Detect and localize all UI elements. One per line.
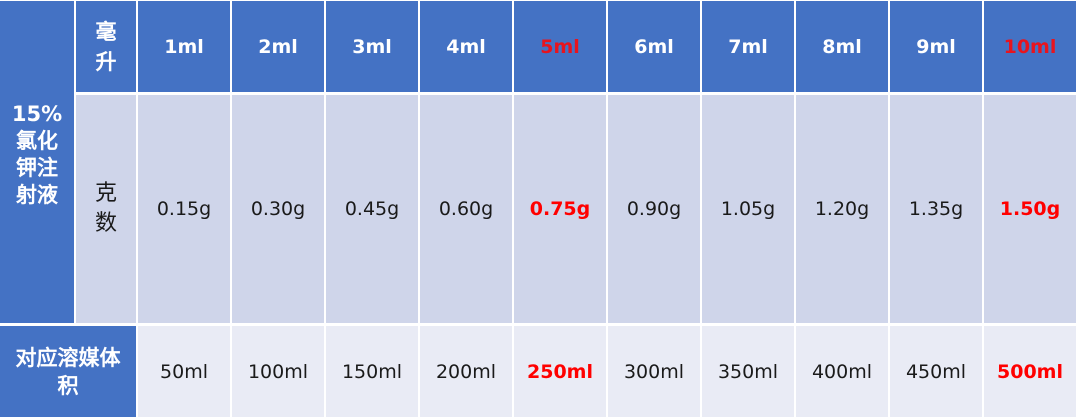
grams-cell: 0.90g — [608, 95, 700, 323]
header-unit-cell: 毫升 — [76, 1, 136, 92]
header-unit-label: 毫升 — [95, 19, 117, 74]
solvent-label-cell: 对应溶媒体积 — [0, 326, 136, 417]
header-ml-cell: 9ml — [890, 1, 982, 92]
header-ml-cell: 6ml — [608, 1, 700, 92]
header-ml-cell: 1ml — [138, 1, 230, 92]
solvent-cell: 450ml — [890, 326, 982, 417]
header-ml-cell: 4ml — [420, 1, 512, 92]
row-group-label: 15%氯化钾注射液 — [11, 102, 63, 207]
grams-cell: 0.75g — [514, 95, 606, 323]
grams-cell: 1.05g — [702, 95, 794, 323]
solvent-cell: 400ml — [796, 326, 888, 417]
solvent-cell: 300ml — [608, 326, 700, 417]
grams-label-cell: 克数 — [76, 95, 136, 323]
grams-cell: 0.15g — [138, 95, 230, 323]
grams-label: 克数 — [94, 181, 117, 236]
solvent-cell: 250ml — [514, 326, 606, 417]
grams-cell: 0.30g — [232, 95, 324, 323]
row-group-label-cell: 15%氯化钾注射液 — [0, 1, 74, 323]
solvent-cell: 50ml — [138, 326, 230, 417]
grams-cell: 1.20g — [796, 95, 888, 323]
grams-cell: 1.50g — [984, 95, 1076, 323]
header-ml-cell: 5ml — [514, 1, 606, 92]
solvent-cell: 150ml — [326, 326, 418, 417]
header-ml-cell: 2ml — [232, 1, 324, 92]
solvent-cell: 350ml — [702, 326, 794, 417]
header-ml-cell: 8ml — [796, 1, 888, 92]
header-ml-cell: 7ml — [702, 1, 794, 92]
solvent-cell: 100ml — [232, 326, 324, 417]
solvent-cell: 200ml — [420, 326, 512, 417]
grams-cell: 1.35g — [890, 95, 982, 323]
solvent-label: 对应溶媒体积 — [15, 345, 121, 398]
grams-cell: 0.60g — [420, 95, 512, 323]
header-ml-cell: 3ml — [326, 1, 418, 92]
solvent-cell: 500ml — [984, 326, 1076, 417]
grams-cell: 0.45g — [326, 95, 418, 323]
header-ml-cell: 10ml — [984, 1, 1076, 92]
